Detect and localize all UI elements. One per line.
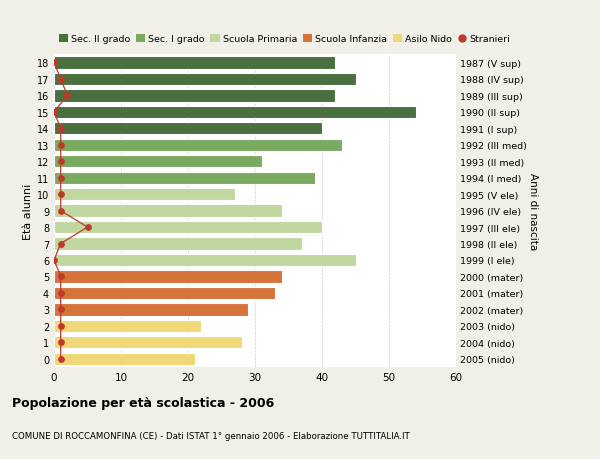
Bar (54, 320, 202, 332)
Legend: Sec. II grado, Sec. I grado, Scuola Primaria, Scuola Infanzia, Asilo Nido, Stran: Sec. II grado, Sec. I grado, Scuola Prim… (59, 35, 511, 44)
Point (56, 158, 65, 166)
Point (56, 76, 65, 84)
Point (56, 207, 65, 215)
Bar (54, 336, 242, 349)
Point (56, 191, 65, 198)
Bar (54, 106, 416, 119)
Point (56, 125, 65, 133)
Point (49, 109, 59, 116)
Bar (54, 205, 282, 217)
Point (49, 257, 59, 264)
Y-axis label: Anni di nascita: Anni di nascita (528, 173, 538, 250)
Bar (54, 90, 335, 102)
Bar (54, 57, 335, 69)
Bar (54, 172, 316, 185)
Point (83, 224, 92, 231)
Point (49, 60, 59, 67)
Bar (54, 353, 195, 365)
Point (56, 174, 65, 182)
Bar (54, 139, 342, 151)
Bar (54, 189, 235, 201)
Y-axis label: Età alunni: Età alunni (23, 183, 32, 239)
Bar (54, 221, 322, 234)
Point (56, 323, 65, 330)
Point (56, 290, 65, 297)
Point (56, 142, 65, 149)
Bar (54, 271, 282, 283)
Point (62, 92, 72, 100)
Bar (54, 73, 355, 86)
Bar (54, 156, 262, 168)
Bar (54, 287, 275, 299)
Text: COMUNE DI ROCCAMONFINA (CE) - Dati ISTAT 1° gennaio 2006 - Elaborazione TUTTITAL: COMUNE DI ROCCAMONFINA (CE) - Dati ISTAT… (12, 431, 410, 440)
Point (56, 273, 65, 280)
Point (56, 306, 65, 313)
Point (56, 355, 65, 363)
Text: Popolazione per età scolastica - 2006: Popolazione per età scolastica - 2006 (12, 396, 274, 409)
Bar (54, 303, 248, 316)
Point (56, 241, 65, 248)
Bar (54, 238, 302, 250)
Point (56, 339, 65, 346)
Bar (54, 254, 355, 267)
Bar (54, 123, 322, 135)
